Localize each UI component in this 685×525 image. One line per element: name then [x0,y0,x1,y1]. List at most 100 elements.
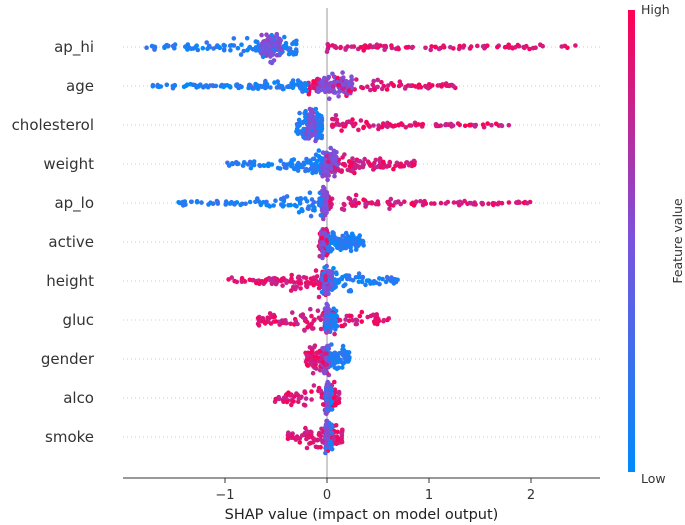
shap-point [393,277,399,283]
shap-point [289,158,295,163]
shap-point [336,400,342,405]
shap-point [423,45,428,51]
shap-point [275,79,281,84]
shap-point [331,117,337,122]
shap-point [457,122,463,128]
shap-point [247,277,253,283]
shap-point [303,275,309,281]
shap-point [473,202,478,207]
shap-points [144,31,578,456]
shap-point [286,84,292,90]
shap-point [443,122,449,127]
shap-point [308,306,313,312]
shap-point [439,84,444,89]
shap-point [288,288,294,293]
shap-point [255,315,261,321]
shap-point [214,198,220,204]
shap-point [373,316,378,321]
shap-point [229,275,234,280]
shap-point [315,445,321,450]
shap-point [343,282,348,287]
shap-point [356,279,362,285]
shap-point [260,45,266,51]
shap-point [280,86,286,92]
shap-point [416,85,421,90]
shap-point [281,161,287,167]
shap-point [388,202,393,208]
shap-point [387,160,393,166]
shap-point [324,402,330,407]
shap-point [375,77,381,83]
shap-point [284,280,289,286]
shap-point [527,46,532,52]
shap-point [319,159,325,165]
x-tick-label: −1 [215,488,234,503]
shap-point [306,116,312,121]
shap-point [362,198,368,203]
shap-point [152,45,158,50]
shap-point [227,201,233,206]
feature-row-alco [272,379,342,417]
shap-point [324,351,329,356]
shap-point [403,125,409,130]
shap-point [338,240,344,245]
shap-point [457,199,463,205]
shap-point [332,360,338,366]
shap-point [350,156,355,161]
shap-point [333,90,338,95]
shap-point [223,199,229,204]
shap-point [378,164,384,170]
shap-point [393,163,398,169]
shap-point [277,85,282,90]
shap-point [332,173,337,179]
shap-point [186,44,192,50]
shap-point [316,294,322,300]
shap-point [342,355,348,361]
shap-point [324,237,330,243]
shap-point [510,46,515,51]
shap-point [332,236,338,241]
shap-point [373,157,379,163]
shap-point [358,118,364,123]
shap-point [318,126,324,132]
shap-point [443,81,449,86]
shap-point [188,199,194,205]
shap-point [326,74,332,80]
shap-point [320,164,325,170]
shap-point [294,163,300,168]
shap-point [259,32,264,38]
shap-point [331,436,337,442]
shap-point [241,48,246,54]
shap-point [221,47,227,52]
shap-point [319,188,325,194]
shap-point [324,163,329,168]
shap-point [325,379,331,385]
shap-point [324,406,330,412]
shap-point [319,289,325,295]
shap-point [303,86,308,92]
shap-point [384,274,390,280]
shap-point [304,436,309,442]
shap-point [311,344,317,350]
shap-point [489,122,494,128]
shap-point [280,283,285,288]
shap-point [323,450,328,456]
shap-point [346,88,352,93]
shap-point [350,167,356,173]
shap-point [194,199,200,205]
feature-row-gender [303,342,352,378]
shap-point [321,242,327,247]
shap-point [272,275,278,281]
shap-point [348,248,354,254]
shap-point [336,365,341,371]
shap-point [336,389,342,395]
shap-point [334,162,340,167]
shap-point [228,85,233,90]
shap-point [290,162,295,167]
shap-point [328,353,334,359]
shap-point [333,318,339,324]
shap-point [330,156,335,161]
